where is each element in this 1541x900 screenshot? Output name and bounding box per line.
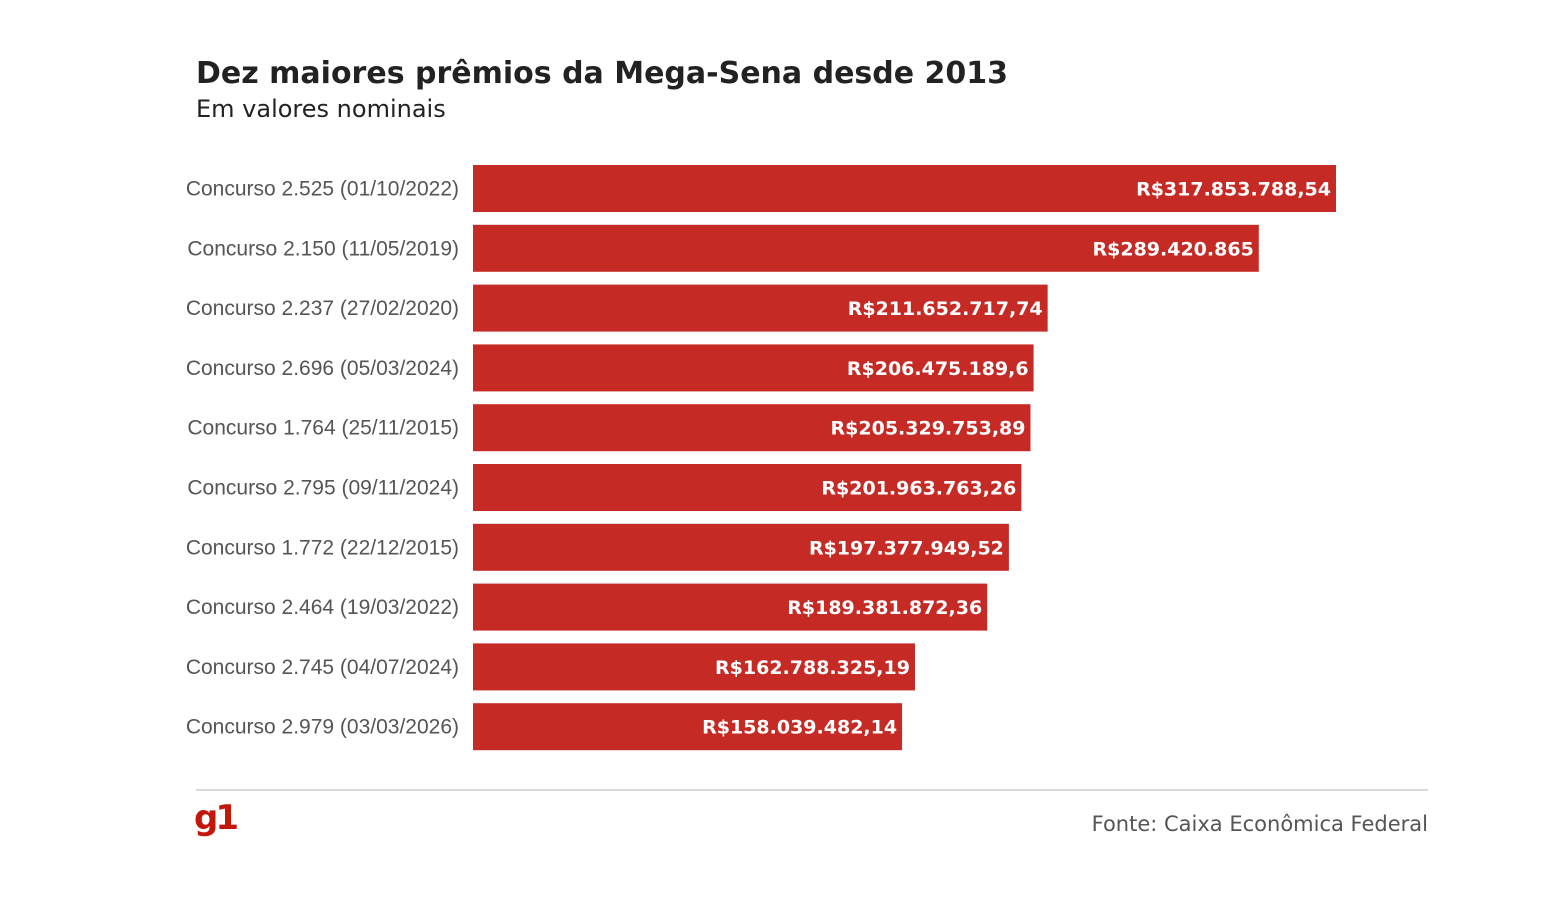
bar-row: Concurso 2.745 (04/07/2024) R$162.788.325…	[186, 643, 915, 691]
g1-logo: g1	[194, 798, 239, 838]
value-label: R$211.652.717,74	[848, 298, 1043, 320]
value-label: R$206.475.189,6	[847, 358, 1029, 380]
source-note: Fonte: Caixa Econômica Federal	[1091, 812, 1428, 836]
chart-subtitle: Em valores nominais	[196, 95, 446, 123]
category-label: Concurso 1.764 (25/11/2015)	[187, 417, 459, 440]
bar-row: Concurso 2.237 (27/02/2020) R$211.652.717…	[186, 284, 1048, 332]
category-label: Concurso 2.745 (04/07/2024)	[186, 656, 459, 679]
bar	[473, 344, 1034, 392]
bar	[473, 583, 988, 631]
bar	[473, 165, 1336, 212]
category-label: Concurso 2.979 (03/03/2026)	[186, 716, 459, 739]
bar	[473, 284, 1048, 332]
bar-row: Concurso 2.979 (03/03/2026) R$158.039.482…	[186, 703, 903, 751]
footer-divider	[196, 789, 1428, 791]
bar	[473, 404, 1031, 452]
bar	[473, 523, 1009, 571]
value-label: R$158.039.482,14	[702, 717, 897, 739]
value-label: R$197.377.949,52	[809, 537, 1004, 559]
category-label: Concurso 1.772 (22/12/2015)	[186, 536, 459, 559]
bar-chart: Concurso 2.525 (01/10/2022) R$317.853.788…	[186, 165, 1336, 751]
value-label: R$205.329.753,89	[831, 418, 1026, 440]
value-label: R$289.420.865	[1093, 238, 1254, 260]
category-label: Concurso 2.150 (11/05/2019)	[187, 237, 459, 260]
bar-row: Concurso 2.696 (05/03/2024) R$206.475.189…	[186, 344, 1034, 392]
chart-title: Dez maiores prêmios da Mega-Sena desde 2…	[196, 56, 1009, 91]
bar-row: Concurso 2.464 (19/03/2022) R$189.381.872…	[186, 583, 988, 631]
bar-row: Concurso 1.772 (22/12/2015) R$197.377.949…	[186, 523, 1009, 571]
value-label: R$189.381.872,36	[787, 597, 982, 619]
value-label: R$201.963.763,26	[821, 478, 1016, 500]
bar	[473, 643, 915, 691]
category-label: Concurso 2.237 (27/02/2020)	[186, 297, 459, 320]
category-label: Concurso 2.696 (05/03/2024)	[186, 357, 459, 380]
bar	[473, 464, 1022, 511]
category-label: Concurso 2.464 (19/03/2022)	[186, 596, 459, 619]
value-label: R$317.853.788,54	[1136, 179, 1331, 201]
bar-row: Concurso 2.795 (09/11/2024) R$201.963.763…	[187, 464, 1022, 511]
bar	[473, 224, 1259, 272]
bar-row: Concurso 1.764 (25/11/2015) R$205.329.753…	[187, 404, 1031, 452]
bar	[473, 703, 903, 751]
bar-row: Concurso 2.525 (01/10/2022) R$317.853.788…	[186, 165, 1336, 212]
value-label: R$162.788.325,19	[715, 657, 910, 679]
bar-row: Concurso 2.150 (11/05/2019) R$289.420.865	[187, 224, 1259, 272]
category-label: Concurso 2.525 (01/10/2022)	[186, 178, 459, 201]
category-label: Concurso 2.795 (09/11/2024)	[187, 477, 459, 500]
